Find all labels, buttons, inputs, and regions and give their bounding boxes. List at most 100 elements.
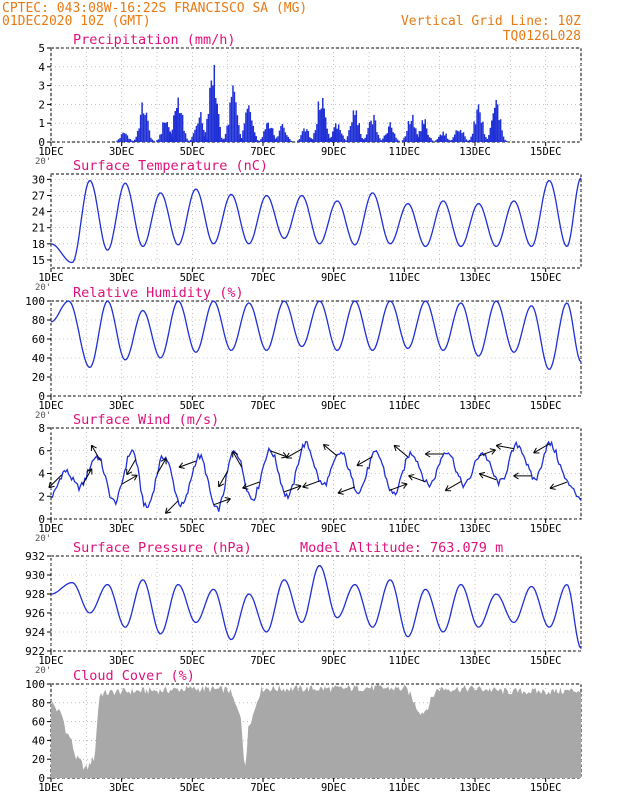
x-tick-label: 7DEC xyxy=(250,146,275,158)
precip-bar xyxy=(145,112,148,142)
y-tick-label: 20 xyxy=(32,753,45,766)
precip-bar xyxy=(367,127,369,142)
precip-bar xyxy=(273,135,275,142)
precip-bar xyxy=(309,137,311,142)
wind-arrow xyxy=(284,485,302,493)
y-tick-label: 40 xyxy=(32,352,45,365)
precip-bar xyxy=(324,117,327,142)
precip-bar xyxy=(243,123,246,142)
precip-bar xyxy=(310,140,312,142)
precip-bar xyxy=(368,121,371,142)
precip-bar xyxy=(380,140,383,142)
y-tick-label: 5 xyxy=(38,42,45,55)
precip-bar xyxy=(278,130,281,142)
wind-arrow-head xyxy=(285,452,293,459)
precip-bar xyxy=(415,128,417,142)
x-tick-label: 15DEC xyxy=(530,523,562,535)
precip-bar xyxy=(230,96,233,142)
precip-bar xyxy=(119,138,121,142)
wind-arrow-head xyxy=(160,458,167,465)
precip-bar xyxy=(301,131,304,142)
precip-bar xyxy=(498,120,500,142)
precip-bar xyxy=(255,136,257,142)
panel-title: Surface Temperature (nC) xyxy=(73,158,268,174)
precip-bar xyxy=(126,135,129,142)
precip-bar xyxy=(440,135,443,142)
precip-bar xyxy=(249,112,252,142)
wind-arrow xyxy=(269,450,288,458)
precip-bar xyxy=(326,128,328,142)
panel-pressure: 922 924 926 928 930 932 1DEC 3DEC 5DEC 7DEC 9DEC 11… xyxy=(25,540,582,676)
precip-bar xyxy=(477,104,480,142)
precip-bar xyxy=(151,139,154,142)
overprinted-label: 20' xyxy=(35,157,51,167)
precip-bar xyxy=(462,132,465,142)
panel-title: Surface Wind (m/s) xyxy=(73,412,219,428)
precip-bar xyxy=(342,135,344,142)
precip-bar xyxy=(449,140,452,142)
precip-bar xyxy=(304,131,307,142)
precip-bar xyxy=(393,133,396,142)
x-tick-label: 15DEC xyxy=(530,272,562,284)
precip-bar xyxy=(224,133,227,142)
precip-bar xyxy=(409,124,411,142)
precip-bar xyxy=(453,134,456,142)
x-tick-label: 9DEC xyxy=(321,272,346,284)
x-tick-label: 3DEC xyxy=(109,146,134,158)
precip-bar xyxy=(370,120,372,142)
precip-bar xyxy=(448,139,450,142)
precip-bar xyxy=(277,136,279,142)
precip-bar xyxy=(464,136,466,142)
precip-bar xyxy=(306,129,308,142)
precip-bar xyxy=(264,129,267,142)
precip-bar xyxy=(131,140,133,142)
x-tick-label: 3DEC xyxy=(109,782,134,794)
precip-bar xyxy=(486,139,489,142)
precip-bar xyxy=(173,115,175,142)
precip-bar xyxy=(348,130,350,142)
y-tick-label: 4 xyxy=(38,61,45,74)
pressure-series-line xyxy=(50,565,582,649)
wind-arrow xyxy=(393,444,409,458)
y-tick-label: 0 xyxy=(38,513,45,526)
wind-arrow-head xyxy=(295,484,302,491)
precip-bar xyxy=(425,128,428,142)
precip-bar xyxy=(157,139,160,142)
wind-arrow xyxy=(218,470,229,488)
precip-bar xyxy=(471,133,474,142)
x-tick-label: 5DEC xyxy=(180,272,205,284)
precip-bar xyxy=(144,115,146,142)
precip-bar xyxy=(195,125,198,142)
precip-bar xyxy=(187,140,190,142)
wind-arrow xyxy=(156,458,167,475)
precip-bar xyxy=(251,120,253,142)
precip-bar xyxy=(412,114,414,142)
precip-bar xyxy=(197,123,199,142)
precip-bar xyxy=(267,122,270,142)
precip-bar xyxy=(192,133,195,142)
cloud-cover-area xyxy=(51,684,581,778)
wind-arrow xyxy=(121,474,138,485)
precip-bar xyxy=(404,136,407,142)
x-tick-label: 9DEC xyxy=(321,655,346,667)
precip-bar xyxy=(442,131,444,142)
precip-bar xyxy=(138,128,140,142)
precip-bar xyxy=(414,140,416,142)
wind-arrow-head xyxy=(281,452,288,459)
precip-bar xyxy=(123,133,126,142)
precip-bar xyxy=(485,137,487,142)
precip-bar xyxy=(458,131,460,142)
precip-bar xyxy=(316,124,318,142)
precip-bar xyxy=(327,133,330,142)
precip-bar xyxy=(473,121,475,142)
wind-arrow-head xyxy=(424,450,431,458)
precip-bar xyxy=(403,137,405,142)
wind-arrow-head xyxy=(356,460,363,467)
precip-bar xyxy=(284,132,287,142)
precip-bar xyxy=(339,130,341,142)
wind-arrow xyxy=(323,444,338,457)
precip-bar xyxy=(354,115,356,142)
precip-bar xyxy=(238,125,240,142)
precip-bar xyxy=(428,137,431,142)
